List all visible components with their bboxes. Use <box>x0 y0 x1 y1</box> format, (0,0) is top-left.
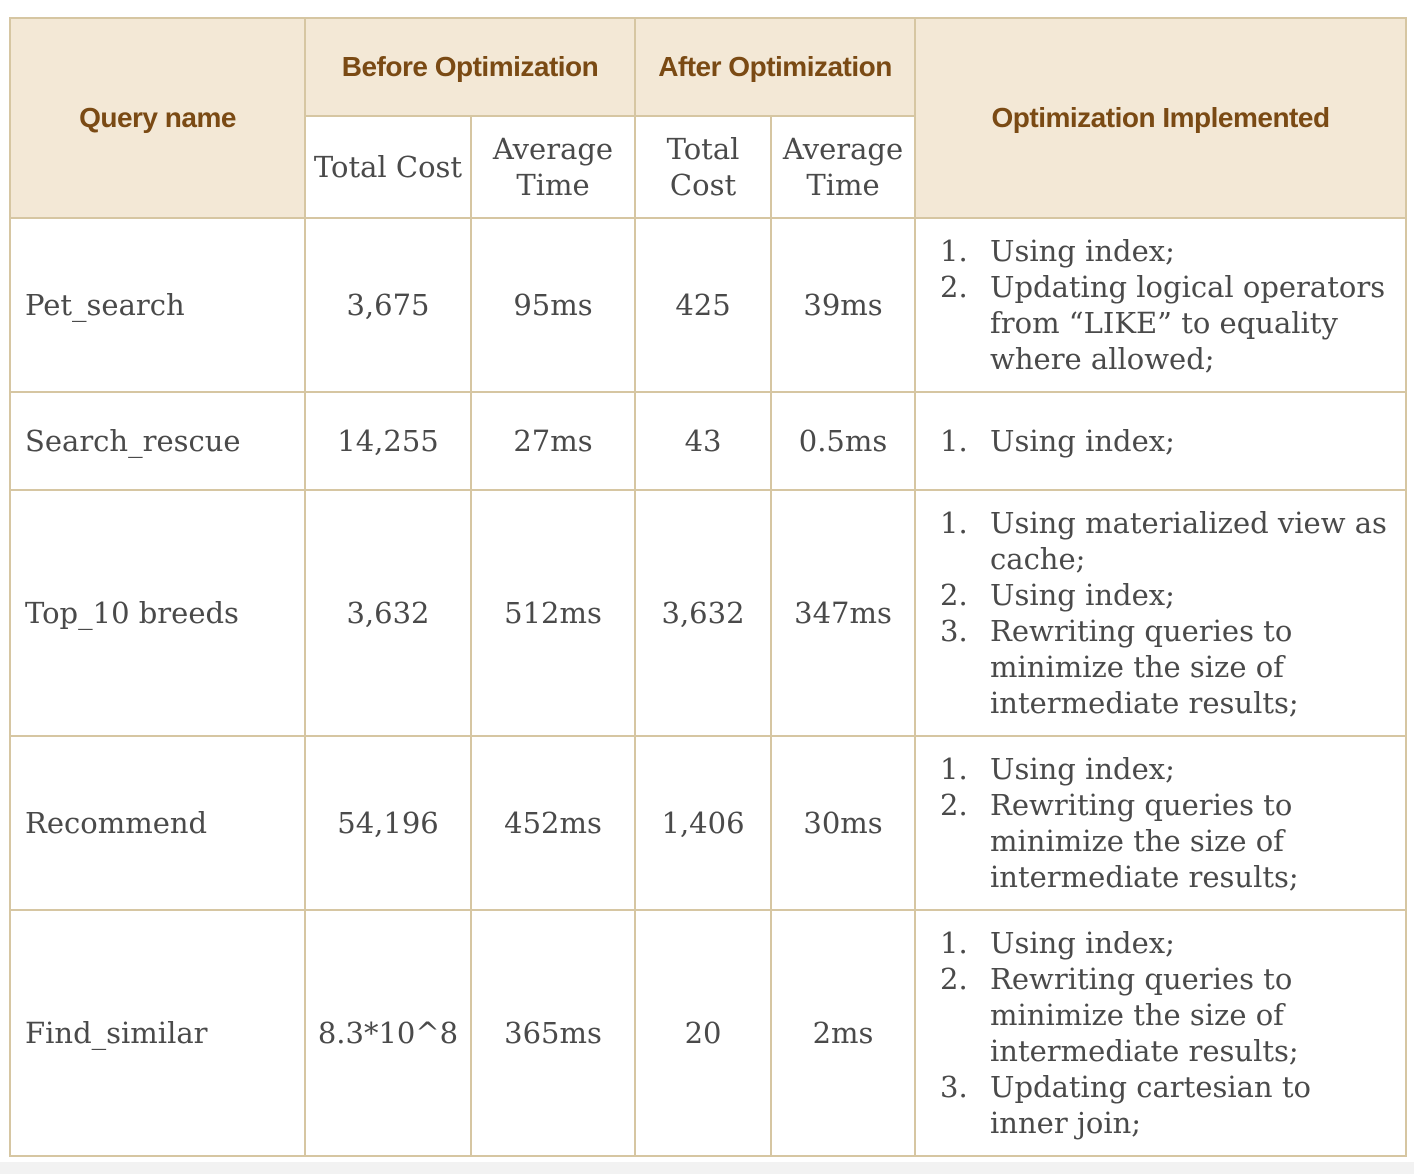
optimizations-list: 1. Using index; 2. Rewriting queries to mi… <box>940 751 1395 895</box>
after-cost-cell: 1,406 <box>634 735 773 911</box>
optimization-table-container: Query name Before Optimization After Opt… <box>9 17 1408 1157</box>
item-number: 2. <box>940 578 968 612</box>
header-row-1: Query name Before Optimization After Opt… <box>9 17 1408 219</box>
optimization-implemented-header: Optimization Implemented <box>914 17 1408 219</box>
before-average-time-header: Average Time <box>469 115 637 219</box>
before-cost-cell: 8.3*10^8 <box>304 909 472 1157</box>
after-time-cell: 39ms <box>770 217 917 393</box>
item-text: Updating cartesian to inner join; <box>990 1070 1311 1140</box>
item-number: 3. <box>940 1070 968 1104</box>
optimization-item: 2. Using index; <box>940 577 1395 613</box>
after-optimization-header: After Optimization <box>634 17 917 117</box>
table-row: Search_rescue 14,255 27ms 43 0.5ms 1. Usi… <box>9 391 1408 491</box>
table-row: Pet_search 3,675 95ms 425 39ms 1. Using i… <box>9 217 1408 393</box>
optimization-table: Query name Before Optimization After Opt… <box>9 17 1408 1157</box>
item-number: 1. <box>940 506 968 540</box>
item-text: Rewriting queries to minimize the size o… <box>990 614 1299 720</box>
item-number: 1. <box>940 424 968 458</box>
item-text: Using index; <box>990 424 1175 458</box>
after-cost-cell: 3,632 <box>634 489 773 737</box>
item-number: 2. <box>940 788 968 822</box>
before-cost-cell: 14,255 <box>304 391 472 491</box>
optimizations-cell: 1. Using index; 2. Rewriting queries to mi… <box>914 735 1408 911</box>
optimization-item: 1. Using index; <box>940 751 1395 787</box>
after-cost-cell: 20 <box>634 909 773 1157</box>
header-row-2: Total Cost Average Time Total Cost Avera… <box>10 115 1406 219</box>
item-text: Rewriting queries to minimize the size o… <box>990 962 1299 1068</box>
before-time-cell: 512ms <box>469 489 637 737</box>
optimizations-list: 1. Using index; 2. Updating logical operat… <box>940 233 1395 377</box>
before-optimization-header: Before Optimization <box>303 17 637 117</box>
before-cost-cell: 3,675 <box>304 217 472 393</box>
optimization-item: 1. Using index; <box>940 423 1395 459</box>
optimization-item: 2. Rewriting queries to minimize the size… <box>940 787 1395 895</box>
optimizations-list: 1. Using materialized view as cache; 2. Us… <box>940 505 1395 721</box>
item-number: 2. <box>940 270 968 304</box>
item-text: Using materialized view as cache; <box>990 506 1387 576</box>
query-name-cell: Find_similar <box>9 909 306 1157</box>
after-average-time-header: Average Time <box>770 115 917 219</box>
optimization-item: 2. Updating logical operators from “LIKE”… <box>940 269 1395 377</box>
optimizations-cell: 1. Using materialized view as cache; 2. Us… <box>914 489 1408 737</box>
item-text: Rewriting queries to minimize the size o… <box>990 788 1299 894</box>
before-time-cell: 27ms <box>469 391 637 491</box>
query-name-cell: Search_rescue <box>9 391 306 491</box>
item-text: Updating logical operators from “LIKE” t… <box>990 270 1386 376</box>
before-total-cost-header: Total Cost <box>304 115 472 219</box>
query-name-cell: Recommend <box>9 735 306 911</box>
optimization-item: 1. Using materialized view as cache; <box>940 505 1395 577</box>
optimizations-cell: 1. Using index; 2. Updating logical operat… <box>914 217 1408 393</box>
item-number: 1. <box>940 234 968 268</box>
query-name-cell: Top_10 breeds <box>9 489 306 737</box>
query-name-cell: Pet_search <box>9 217 306 393</box>
after-total-cost-header: Total Cost <box>634 115 773 219</box>
before-time-cell: 452ms <box>469 735 637 911</box>
optimization-item: 1. Using index; <box>940 925 1395 961</box>
item-text: Using index; <box>990 926 1175 960</box>
optimizations-cell: 1. Using index; 2. Rewriting queries to mi… <box>914 909 1408 1157</box>
after-cost-cell: 43 <box>634 391 773 491</box>
table-row: Find_similar 8.3*10^8 365ms 20 2ms 1. Usi… <box>9 909 1408 1157</box>
optimizations-cell: 1. Using index; <box>914 391 1408 491</box>
item-number: 1. <box>940 926 968 960</box>
before-time-cell: 365ms <box>469 909 637 1157</box>
after-time-cell: 0.5ms <box>770 391 917 491</box>
optimization-item: 3. Updating cartesian to inner join; <box>940 1069 1395 1141</box>
optimization-item: 3. Rewriting queries to minimize the size… <box>940 613 1395 721</box>
before-time-cell: 95ms <box>469 217 637 393</box>
item-number: 3. <box>940 614 968 648</box>
table-row: Recommend 54,196 452ms 1,406 30ms 1. Usin… <box>9 735 1408 911</box>
item-number: 1. <box>940 752 968 786</box>
optimization-item: 2. Rewriting queries to minimize the size… <box>940 961 1395 1069</box>
optimization-item: 1. Using index; <box>940 233 1395 269</box>
after-cost-cell: 425 <box>634 217 773 393</box>
item-number: 2. <box>940 962 968 996</box>
before-cost-cell: 54,196 <box>304 735 472 911</box>
optimizations-list: 1. Using index; <box>940 423 1395 459</box>
after-time-cell: 2ms <box>770 909 917 1157</box>
after-time-cell: 347ms <box>770 489 917 737</box>
item-text: Using index; <box>990 578 1175 612</box>
table-row: Top_10 breeds 3,632 512ms 3,632 347ms 1.… <box>9 489 1408 737</box>
item-text: Using index; <box>990 234 1175 268</box>
item-text: Using index; <box>990 752 1175 786</box>
before-cost-cell: 3,632 <box>304 489 472 737</box>
after-time-cell: 30ms <box>770 735 917 911</box>
bottom-strip <box>0 1162 1414 1174</box>
optimizations-list: 1. Using index; 2. Rewriting queries to mi… <box>940 925 1395 1141</box>
query-name-header: Query name <box>9 17 306 219</box>
